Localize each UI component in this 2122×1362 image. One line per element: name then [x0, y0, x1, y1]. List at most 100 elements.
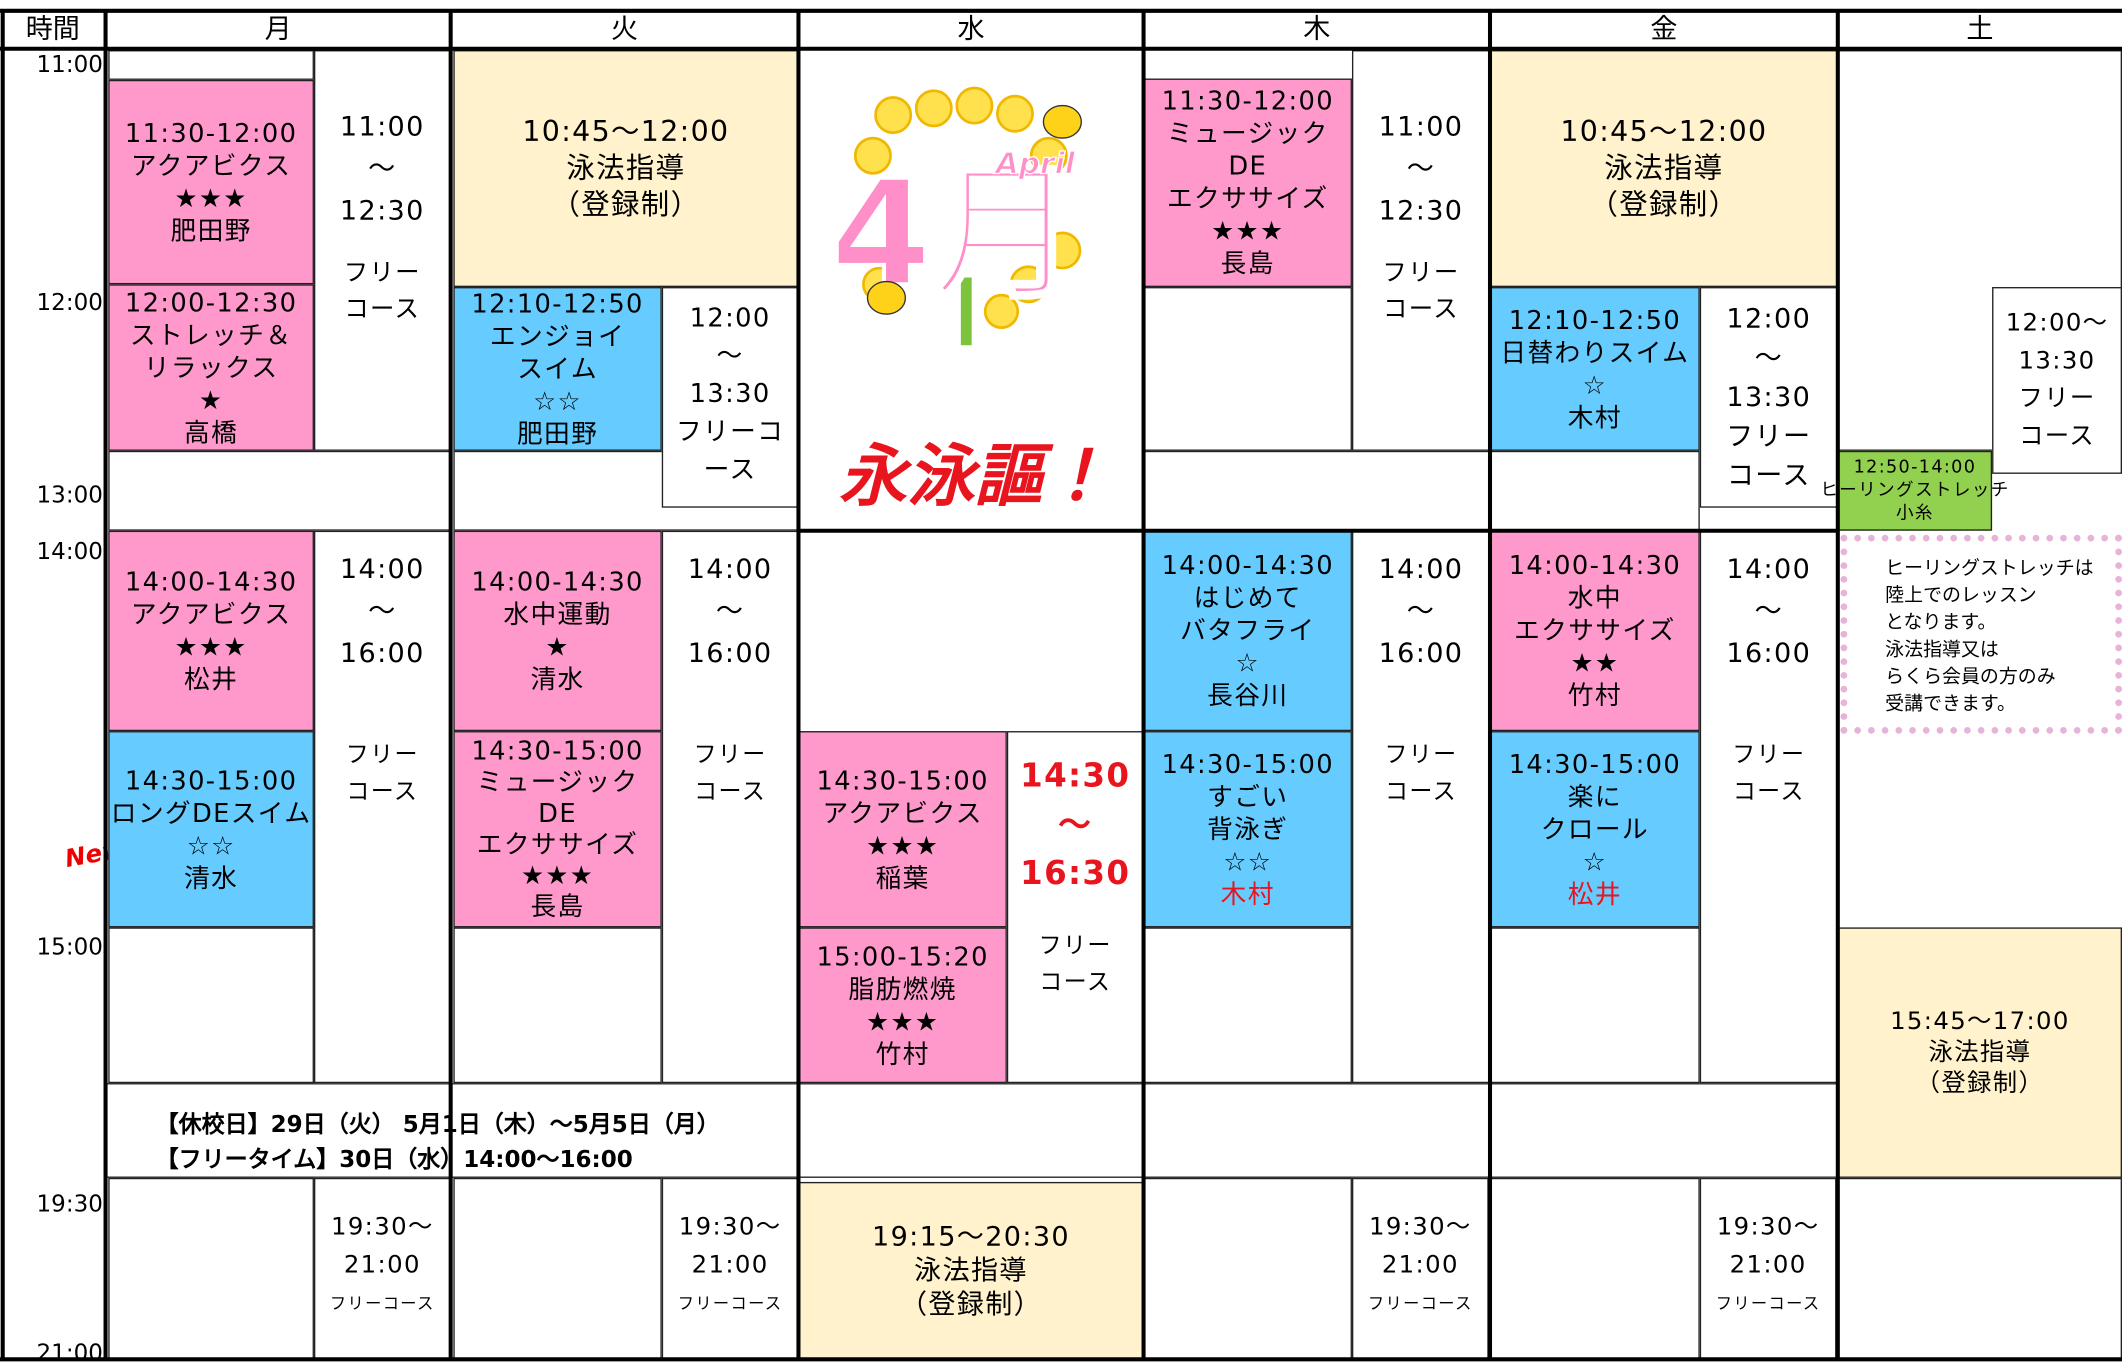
lesson-block: 11:00 ～ 12:30 フリー コース: [1351, 50, 1491, 451]
closed-days: 【休校日】29日（火） 5月1日（木）～5月5日（月）: [155, 1111, 720, 1139]
empty-cell: [1143, 927, 1352, 1084]
time-label: 13:00: [36, 481, 103, 510]
text-group: 14:00 ～ 16:00: [315, 548, 449, 674]
lesson-block: 19:30～ 21:00 フリーコース: [661, 1177, 799, 1360]
lesson-block: 12:00-12:30 ストレッチ＆ リラックス ★ 高橋: [108, 284, 314, 451]
text-line: 16:00: [687, 636, 773, 669]
empty-cell: [1837, 1177, 2122, 1360]
text-line: 木村: [1220, 879, 1275, 910]
text-line: 12:30: [339, 193, 425, 227]
text-group: 11:30-12:00 ミュージック DE エクササイズ ★★★ 長島: [1145, 80, 1351, 286]
empty-cell: [1143, 1177, 1352, 1360]
text-line: フリー: [2018, 384, 2096, 413]
text-line: 清水: [530, 664, 585, 695]
text-line: ☆☆: [186, 830, 236, 861]
text-line: 14:30: [1020, 756, 1131, 795]
text-group: 19:30～ 21:00 フリーコース: [1353, 1209, 1487, 1323]
text-line: 19:15～20:30: [872, 1219, 1070, 1253]
text-line: 長谷川: [1207, 681, 1289, 711]
text-line: DE: [1228, 151, 1268, 182]
text-line: ☆: [1235, 648, 1260, 679]
text-line: 11:00: [1378, 109, 1464, 143]
text-group: フリー コース: [1353, 738, 1488, 811]
text-line: 12:00-12:30: [124, 287, 298, 318]
text-line: アクアビクス: [822, 798, 983, 828]
day-header: 土: [1966, 12, 1994, 45]
text-group: 19:30～ 21:00 フリーコース: [315, 1209, 449, 1323]
text-group: フリー コース: [315, 738, 449, 811]
text-group: 11:00 ～ 12:30: [315, 106, 449, 232]
text-group: 11:30-12:00 アクアビクス ★★★ 肥田野: [110, 81, 313, 283]
text-group: 14:00-14:30 水中 エクササイズ ★★ 竹村: [1491, 532, 1698, 730]
text-line: 竹村: [1567, 681, 1622, 711]
text-line: エクササイズ: [1514, 616, 1676, 646]
text-group: 12:10-12:50 日替わりスイム ☆ 木村: [1491, 288, 1698, 449]
text-line: フリー: [343, 258, 421, 288]
text-line: クロール: [1540, 814, 1650, 845]
lesson-block: 12:00 ～ 13:30 フリーコース: [661, 287, 799, 508]
text-line: コース: [1383, 295, 1459, 324]
lesson-block: 14:30-15:00 ロングDEスイム ☆☆ 清水: [108, 731, 314, 928]
empty-cell: [453, 927, 662, 1084]
text-line: 松井: [1567, 879, 1622, 910]
time-label: 19:30: [36, 1191, 103, 1219]
text-line: コース: [2019, 422, 2096, 451]
text-line: 14:30-15:00: [471, 735, 644, 766]
text-line: フリー: [1732, 741, 1806, 770]
text-line: 16:30: [1020, 854, 1131, 893]
text-group: 12:00～ 13:30 フリーコース: [1993, 305, 2120, 457]
text-line: フリー: [345, 741, 419, 770]
text-line: フリー: [1384, 741, 1458, 770]
text-line: はじめて: [1193, 583, 1302, 614]
text-line: フリーコース: [677, 1294, 783, 1314]
text-line: ★★★: [520, 860, 595, 891]
lesson-block: 14:00-14:30 水中 エクササイズ ★★ 竹村: [1490, 530, 1700, 732]
text-line: 12:00: [689, 303, 771, 334]
text-line: 16:00: [1378, 636, 1464, 669]
lesson-block: 14:00 ～ 16:00 フリー コース: [1351, 530, 1491, 1084]
text-group: 14:00-14:30 アクアビクス ★★★ 松井: [110, 532, 313, 730]
empty-cell: [1490, 927, 1700, 1084]
text-line: アクアビクス: [130, 150, 292, 181]
lesson-block: 11:30-12:00 ミュージック DE エクササイズ ★★★ 長島: [1143, 78, 1352, 288]
lesson-block: 19:30～ 21:00 フリーコース: [1351, 1177, 1489, 1360]
text-group: 14:30-15:00 すごい 背泳ぎ ☆☆ 木村: [1145, 732, 1351, 926]
text-line: ☆☆: [533, 386, 582, 417]
text-line: （登録制）: [899, 1287, 1043, 1321]
empty-cell: [108, 50, 314, 80]
text-line: ース: [703, 454, 757, 485]
text-line: 21:00: [1729, 1250, 1807, 1280]
text-group: 19:30～ 21:00 フリーコース: [1701, 1209, 1835, 1323]
note-line: 受講できます。: [1885, 693, 2016, 715]
text-line: 14:00-14:30: [1161, 551, 1334, 581]
text-line: 泳法指導: [566, 151, 686, 185]
text-line: 長島: [1220, 249, 1275, 279]
text-line: ～: [715, 594, 745, 627]
text-line: ストレッチ＆: [129, 320, 293, 350]
text-line: ★★★: [866, 830, 940, 861]
text-line: 13:30: [2018, 346, 2096, 376]
lesson-block: 12:10-12:50 エンジョイ スイム ☆☆ 肥田野: [453, 287, 662, 451]
text-line: フリーコ: [675, 416, 785, 447]
text-line: 19:30～: [330, 1213, 434, 1242]
text-line: スイム: [517, 354, 598, 384]
text-line: 19:30～: [678, 1213, 782, 1242]
empty-cell: [1490, 450, 1700, 531]
text-line: ～: [368, 151, 397, 185]
text-line: コース: [1726, 458, 1811, 492]
text-group: 14:00 ～ 16:00: [1353, 548, 1488, 674]
text-group: 14:30 ～ 16:30: [1008, 751, 1142, 897]
text-line: フリーコース: [1715, 1294, 1821, 1314]
text-line: 日替わりスイム: [1500, 337, 1690, 368]
text-line: 10:45～12:00: [1560, 115, 1768, 148]
text-group: 14:00 ～ 16:00: [1701, 548, 1836, 674]
text-line: コース: [344, 295, 421, 324]
text-line: 脂肪燃焼: [848, 974, 957, 1004]
text-line: 11:30-12:00: [1161, 86, 1334, 117]
lesson-block: 15:00-15:20 脂肪燃焼 ★★★ 竹村: [798, 927, 1007, 1084]
text-line: 13:30: [1726, 380, 1812, 413]
note-line: となります。: [1885, 611, 1997, 634]
text-line: 12:00: [1726, 301, 1812, 335]
text-line: フリー: [1726, 419, 1812, 453]
